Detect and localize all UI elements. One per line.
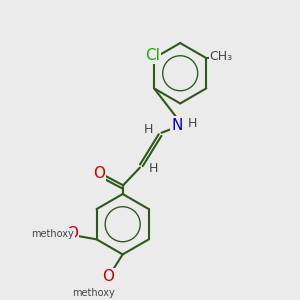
Text: N: N xyxy=(172,118,183,133)
Text: O: O xyxy=(66,226,78,241)
Text: O: O xyxy=(93,166,105,181)
Text: H: H xyxy=(188,117,197,130)
Text: CH₃: CH₃ xyxy=(210,50,233,63)
Text: H: H xyxy=(149,162,158,175)
Text: methoxy: methoxy xyxy=(31,229,74,238)
Text: methoxy: methoxy xyxy=(73,288,115,298)
Text: H: H xyxy=(143,123,153,136)
Text: O: O xyxy=(102,269,114,284)
Text: Cl: Cl xyxy=(145,48,160,63)
